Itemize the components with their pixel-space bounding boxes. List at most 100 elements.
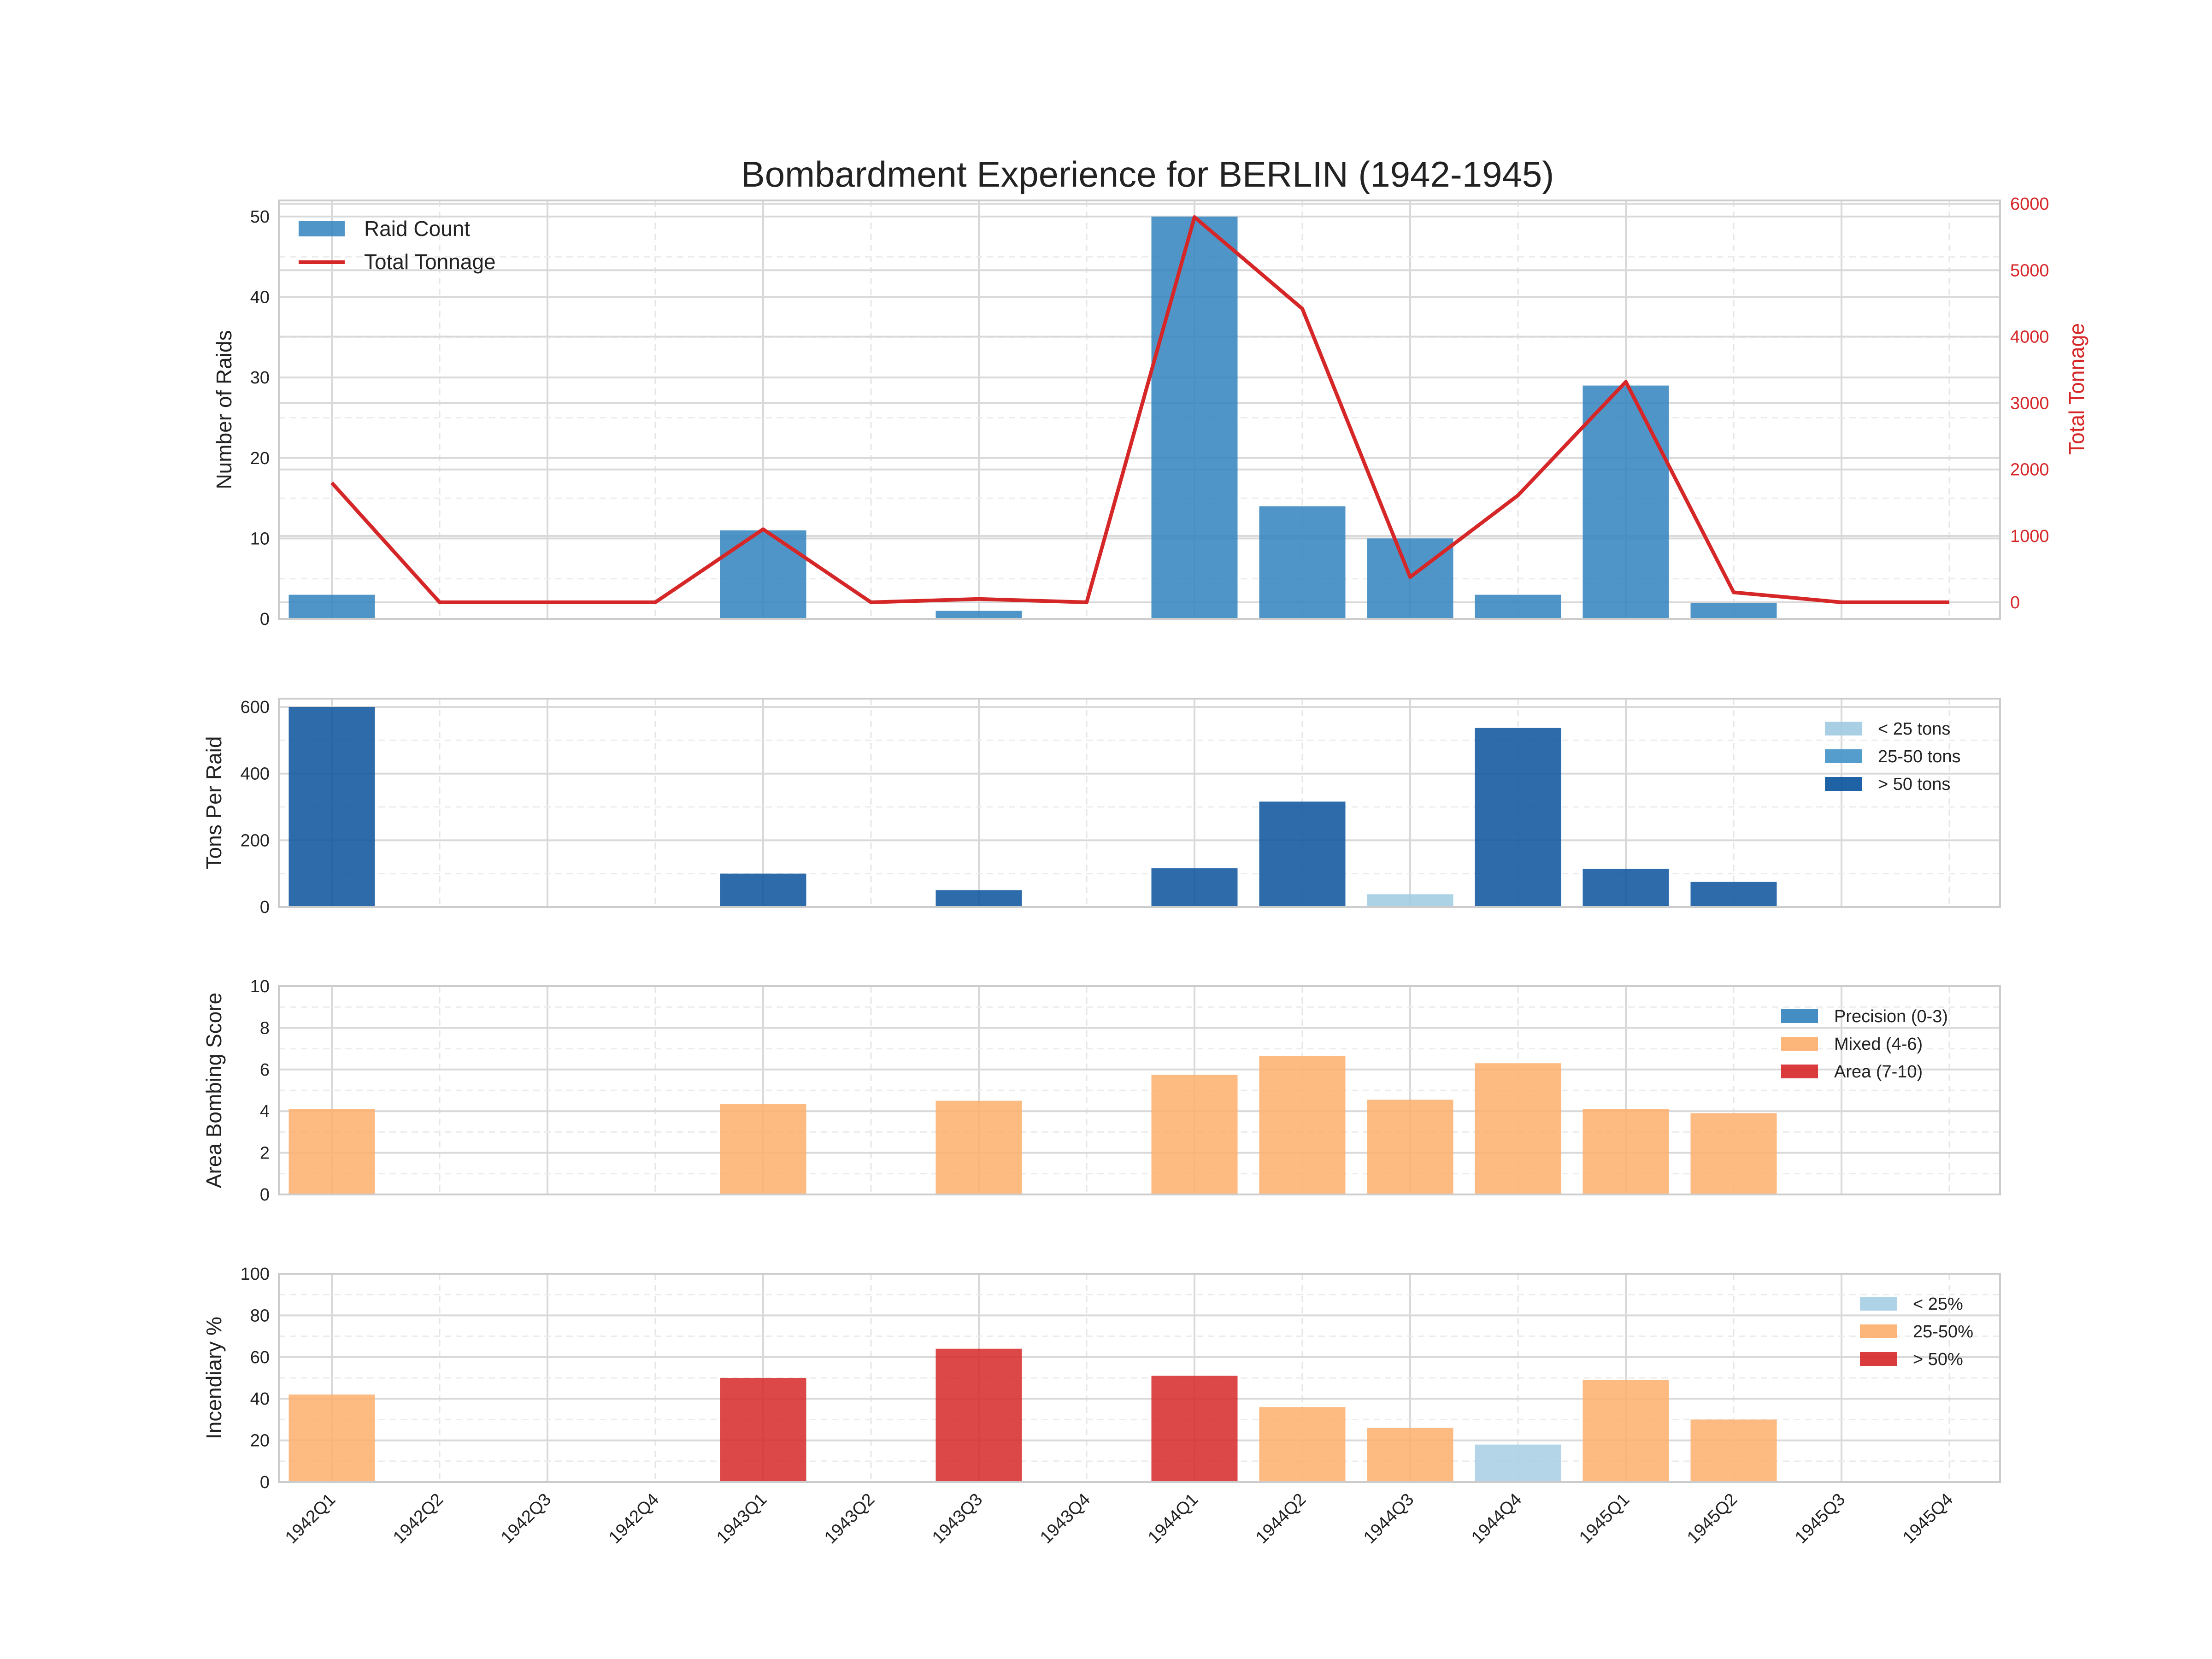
y-tick-label: 2: [260, 1144, 270, 1163]
y2-tick-label: 5000: [2010, 261, 2049, 280]
bar-area_score: [1690, 1113, 1777, 1194]
y-tick-label: 40: [250, 1389, 270, 1409]
legend: Precision (0-3) Mixed (4-6) Area (7-10): [1781, 1007, 1948, 1082]
y-tick-label: 6: [260, 1060, 270, 1080]
bar-raids: [1151, 216, 1238, 619]
plot-layer: 010203040500100020003000400050006000Tota…: [202, 194, 2088, 1547]
legend-label: Area (7-10): [1834, 1062, 1923, 1082]
y-tick-label: 20: [250, 449, 270, 468]
y-tick-label: 40: [250, 288, 270, 307]
bar-tons_per_raid: [935, 890, 1022, 907]
legend-swatch: [1781, 1065, 1818, 1078]
bar-area_score: [720, 1104, 806, 1194]
legend-swatch: [1860, 1297, 1897, 1311]
y-tick-label: 60: [250, 1348, 270, 1367]
chart-title: Bombardment Experience for BERLIN (1942-…: [741, 154, 1554, 194]
y-axis-label: Tons Per Raid: [202, 736, 226, 870]
legend-swatch: [1781, 1037, 1818, 1051]
y-tick-label: 400: [241, 765, 270, 784]
bar-raids: [288, 594, 375, 619]
bar-tons_per_raid: [1367, 894, 1453, 907]
legend-swatch: [1825, 777, 1862, 791]
bar-tons_per_raid: [1690, 882, 1777, 907]
bar-incendiary: [720, 1378, 806, 1482]
y2-tick-label: 2000: [2010, 460, 2049, 480]
y-tick-label: 20: [250, 1431, 270, 1451]
legend-swatch: [1781, 1009, 1818, 1023]
bar-raids: [1583, 385, 1669, 619]
plot-frame: [278, 985, 2001, 1195]
line-total-tonnage: [330, 215, 1949, 604]
y2-tick-label: 4000: [2010, 327, 2049, 347]
bar-incendiary: [1690, 1419, 1777, 1482]
plot-frame: [278, 200, 2001, 620]
y2-tick-label: 3000: [2010, 394, 2049, 413]
y-tick-label: 0: [260, 1473, 270, 1492]
legend-label: Raid Count: [364, 217, 470, 241]
legend-label: < 25 tons: [1878, 719, 1950, 739]
y-tick-label: 0: [260, 898, 270, 917]
bar-raids: [1690, 603, 1777, 619]
bar-incendiary: [935, 1348, 1022, 1482]
bar-raids: [1259, 506, 1346, 619]
y-tick-label: 100: [241, 1265, 270, 1284]
panel-area_score: 0 2 4 6 8 10 Area Bombing Score Precision (0-3)…: [202, 977, 2001, 1205]
legend: Raid Count Total Tonnage: [299, 217, 496, 274]
bar-raids: [720, 530, 806, 619]
legend-label: Precision (0-3): [1834, 1007, 1948, 1026]
bar-incendiary: [1259, 1407, 1346, 1482]
legend-swatch: [299, 221, 345, 236]
legend: < 25 tons 25-50 tons > 50 tons: [1825, 719, 1961, 794]
y-tick-label: 30: [250, 368, 270, 388]
legend-label: 25-50%: [1913, 1322, 1973, 1341]
legend-swatch: [1825, 749, 1862, 763]
legend-swatch: [1825, 722, 1862, 735]
legend-label: Total Tonnage: [364, 250, 496, 274]
bar-area_score: [1475, 1063, 1561, 1194]
bar-incendiary: [1583, 1380, 1669, 1482]
y2-tick-label: 1000: [2010, 527, 2049, 546]
bar-tons_per_raid: [1583, 869, 1669, 907]
legend-label: > 50%: [1913, 1350, 1963, 1369]
bar-incendiary: [288, 1394, 375, 1482]
y-axis-label: Number of Raids: [212, 330, 236, 489]
y2-tick-label: 0: [2010, 593, 2020, 612]
bar-raids: [935, 611, 1022, 619]
y-axis-label: Area Bombing Score: [202, 993, 226, 1188]
legend-label: < 25%: [1913, 1294, 1963, 1314]
bar-tons_per_raid: [720, 873, 806, 907]
bar-tons_per_raid: [1151, 868, 1238, 907]
y-tick-label: 200: [241, 831, 270, 850]
legend-swatch: [1860, 1324, 1897, 1338]
bar-tons_per_raid: [288, 707, 375, 907]
y-axis-label: Incendiary %: [202, 1317, 226, 1439]
bar-tons_per_raid: [1475, 728, 1561, 907]
bar-tons_per_raid: [1259, 801, 1346, 907]
y-tick-label: 4: [260, 1102, 270, 1121]
legend: < 25% 25-50% > 50%: [1860, 1294, 1973, 1369]
bar-incendiary: [1151, 1376, 1238, 1482]
bar-raids: [1475, 594, 1561, 619]
plot-frame: [278, 698, 2001, 908]
y-tick-label: 50: [250, 207, 270, 227]
y-tick-label: 80: [250, 1306, 270, 1325]
legend-label: Mixed (4-6): [1834, 1035, 1923, 1054]
y2-tick-label: 6000: [2010, 194, 2049, 214]
legend-label: 25-50 tons: [1878, 747, 1961, 766]
y-tick-label: 0: [260, 1185, 270, 1205]
y-tick-label: 0: [260, 610, 270, 629]
bar-incendiary: [1367, 1428, 1453, 1482]
panel-raids: 0 10 20 30 40 50 0 1000 2000 3000 4000 5000 6000 Tota…: [212, 194, 2088, 629]
bar-incendiary: [1475, 1444, 1561, 1482]
bar-area_score: [1151, 1075, 1238, 1194]
bar-area_score: [935, 1100, 1022, 1194]
y-tick-label: 10: [250, 977, 270, 996]
y-tick-label: 600: [241, 698, 270, 717]
plot-frame: [278, 1273, 2001, 1483]
y-tick-label: 10: [250, 529, 270, 548]
bar-area_score: [1367, 1100, 1453, 1194]
y2-axis-label: Total Tonnage: [2065, 323, 2088, 455]
bar-area_score: [1583, 1109, 1669, 1194]
bar-area_score: [1259, 1056, 1346, 1194]
